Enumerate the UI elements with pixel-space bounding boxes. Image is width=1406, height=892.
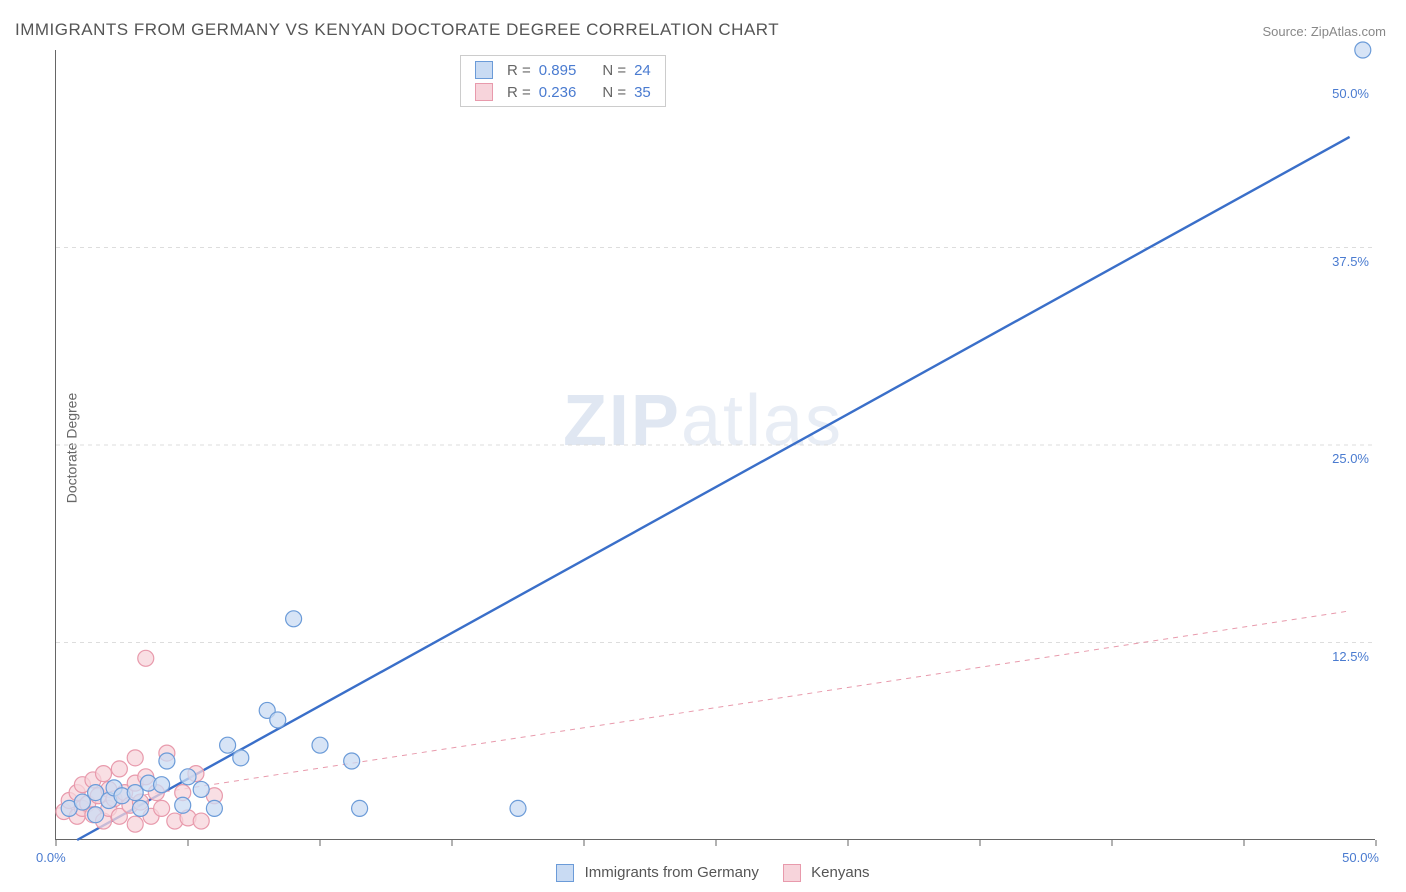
legend-series: Immigrants from Germany Kenyans <box>0 864 1406 882</box>
legend-row-kenyans: R = 0.236 N = 35 <box>461 81 665 103</box>
chart-title: IMMIGRANTS FROM GERMANY VS KENYAN DOCTOR… <box>15 20 779 40</box>
legend-label-germany: Immigrants from Germany <box>585 864 759 881</box>
y-tick-label: 50.0% <box>1332 86 1369 101</box>
x-min-label: 0.0% <box>36 850 66 865</box>
swatch-germany <box>556 864 574 882</box>
r-label: R = <box>507 62 531 79</box>
legend-row-germany: R = 0.895 N = 24 <box>461 59 665 81</box>
n-value-germany: 24 <box>634 62 651 79</box>
plot-svg <box>56 50 1375 839</box>
n-label: N = <box>602 84 626 101</box>
swatch-kenyans <box>475 83 493 101</box>
r-value-germany: 0.895 <box>539 62 577 79</box>
legend-label-kenyans: Kenyans <box>811 864 869 881</box>
chart-container: IMMIGRANTS FROM GERMANY VS KENYAN DOCTOR… <box>0 0 1406 892</box>
r-label: R = <box>507 84 531 101</box>
swatch-germany <box>475 61 493 79</box>
y-tick-label: 12.5% <box>1332 649 1369 664</box>
source-attribution: Source: ZipAtlas.com <box>1262 24 1386 39</box>
swatch-kenyans <box>783 864 801 882</box>
n-value-kenyans: 35 <box>634 84 651 101</box>
plot-area: 12.5%25.0%37.5%50.0%0.0%50.0% <box>55 50 1375 840</box>
y-tick-label: 37.5% <box>1332 254 1369 269</box>
y-tick-label: 25.0% <box>1332 451 1369 466</box>
x-max-label: 50.0% <box>1342 850 1379 865</box>
r-value-kenyans: 0.236 <box>539 84 577 101</box>
legend-correlation: R = 0.895 N = 24 R = 0.236 N = 35 <box>460 55 666 107</box>
n-label: N = <box>602 62 626 79</box>
